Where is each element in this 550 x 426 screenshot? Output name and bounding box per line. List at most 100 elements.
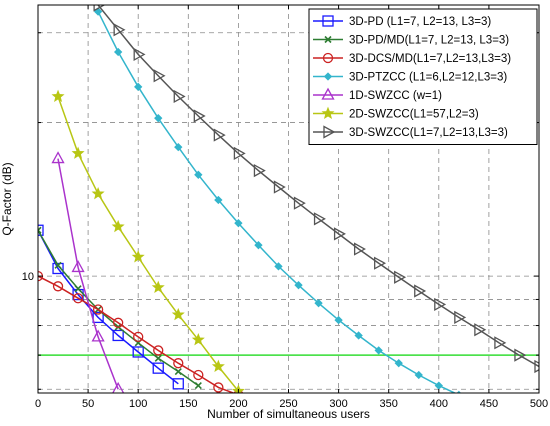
legend-label: 3D-PTZCC (L1=6,L2=12,L3=3) xyxy=(349,72,507,84)
data-point xyxy=(293,196,306,210)
data-point xyxy=(173,358,184,369)
data-point xyxy=(154,354,162,362)
data-point xyxy=(113,23,126,37)
data-point xyxy=(112,329,124,342)
y-axis-label: Q-Factor (dB) xyxy=(0,162,14,235)
data-point xyxy=(333,227,346,241)
legend-label: 3D-PD/MD(L1=7, L2=13, L3=3) xyxy=(349,35,509,47)
data-point xyxy=(112,381,125,393)
data-point xyxy=(313,212,326,226)
data-point xyxy=(233,146,246,161)
data-point xyxy=(514,348,527,362)
data-point xyxy=(354,331,363,340)
legend-item: 3D-DCS/MD(L1=7,L2=13,L3=3) xyxy=(313,52,511,65)
data-point xyxy=(174,142,183,152)
data-point xyxy=(51,89,65,102)
data-point xyxy=(51,151,65,164)
series-line xyxy=(38,229,179,385)
legend-label: 2D-SWZCC(L1=57,L2=3) xyxy=(349,109,479,121)
data-point xyxy=(71,146,85,159)
data-point xyxy=(133,331,144,343)
x-tick-label: 0 xyxy=(35,398,41,410)
legend-marker xyxy=(323,72,333,81)
data-point xyxy=(456,390,462,393)
data-point xyxy=(151,280,165,293)
data-point xyxy=(274,262,283,271)
data-point xyxy=(414,370,423,380)
axis-ticks: 0 50 100 150 200 250 300 350 400 450 500 10 xyxy=(22,5,548,410)
data-point xyxy=(254,240,263,250)
legend-label: 3D-SWZCC(L1=7,L2=13,L3=3) xyxy=(349,127,508,139)
data-point xyxy=(153,69,166,83)
series-1 xyxy=(38,224,184,390)
x-axis-label: Number of simultaneous users xyxy=(207,407,370,421)
data-point xyxy=(52,262,64,275)
legend-label: 1D-SWZCC (w=1) xyxy=(349,90,442,102)
data-point xyxy=(334,315,343,325)
data-point xyxy=(93,5,106,12)
data-point xyxy=(194,170,203,179)
data-point xyxy=(91,329,105,342)
data-point xyxy=(153,345,164,356)
data-point xyxy=(434,381,443,390)
plot-series xyxy=(38,5,539,393)
data-point xyxy=(434,297,447,312)
x-tick-label: 100 xyxy=(129,398,147,410)
data-point xyxy=(394,359,403,368)
data-point xyxy=(213,128,226,142)
series-2 xyxy=(38,226,202,390)
data-point xyxy=(134,82,143,91)
data-point xyxy=(52,281,64,292)
x-tick-label: 400 xyxy=(430,398,448,410)
x-tick-label: 250 xyxy=(279,398,297,410)
data-point xyxy=(54,261,62,269)
series-7 xyxy=(93,5,539,374)
x-tick-label: 50 xyxy=(82,398,94,410)
legend-item: 3D-SWZCC(L1=7,L2=13,L3=3) xyxy=(313,125,508,139)
data-point xyxy=(234,218,243,228)
data-point xyxy=(454,310,467,324)
series-line xyxy=(97,5,539,368)
data-point xyxy=(253,164,266,178)
data-point xyxy=(294,280,303,290)
legend-marker xyxy=(323,125,336,139)
legend-marker xyxy=(322,15,334,27)
series-line xyxy=(57,96,239,392)
data-point xyxy=(72,293,84,304)
x-tick-label: 200 xyxy=(229,398,247,410)
series-6 xyxy=(51,89,245,393)
legend-marker xyxy=(324,35,332,44)
series-line xyxy=(38,275,236,393)
data-point xyxy=(174,367,182,376)
data-point xyxy=(133,47,146,62)
x-tick-label: 350 xyxy=(380,398,398,410)
data-point xyxy=(474,323,487,337)
legend-marker xyxy=(321,106,335,120)
data-point xyxy=(113,47,123,57)
legend-marker xyxy=(321,87,335,100)
data-point xyxy=(193,369,204,381)
data-point xyxy=(191,333,205,346)
data-point xyxy=(374,346,383,355)
legend-item: 3D-PD (L1=7, L2=13, L3=3) xyxy=(313,15,491,28)
data-point xyxy=(38,226,42,234)
data-point xyxy=(173,89,186,104)
data-point xyxy=(132,346,144,358)
legend-label: 3D-DCS/MD(L1=7,L2=13,L3=3) xyxy=(349,53,511,65)
series-5 xyxy=(51,151,125,393)
legend-label: 3D-PD (L1=7, L2=13, L3=3) xyxy=(349,16,491,28)
legend-item: 2D-SWZCC(L1=57,L2=3) xyxy=(313,106,479,121)
data-point xyxy=(273,180,286,194)
data-point xyxy=(172,378,184,390)
legend-item: 1D-SWZCC (w=1) xyxy=(313,87,442,102)
legend-item: 3D-PTZCC (L1=6,L2=12,L3=3) xyxy=(313,72,507,84)
legend-item: 3D-PD/MD(L1=7, L2=13, L3=3) xyxy=(313,35,509,47)
data-point xyxy=(494,336,507,350)
y-tick-label: 10 xyxy=(22,271,34,283)
legend-marker xyxy=(322,52,334,64)
series-line xyxy=(57,158,119,390)
data-point xyxy=(111,219,125,233)
data-point xyxy=(193,109,206,123)
data-point xyxy=(314,299,323,308)
